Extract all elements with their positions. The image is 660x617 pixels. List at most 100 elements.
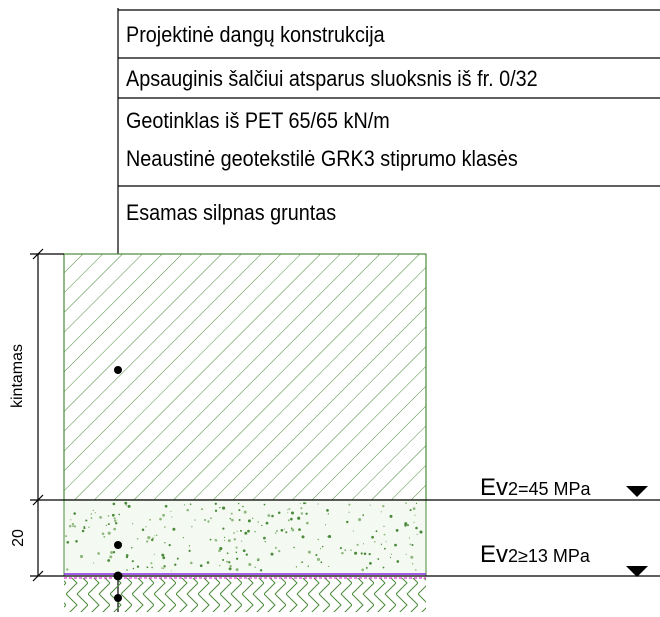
aggregate-speckle	[261, 524, 263, 527]
aggregate-speckle	[280, 528, 284, 532]
aggregate-speckle	[360, 552, 363, 555]
aggregate-speckle	[224, 539, 226, 541]
aggregate-speckle	[160, 567, 163, 569]
aggregate-speckle	[105, 524, 107, 526]
aggregate-speckle	[377, 558, 380, 560]
aggregate-speckle	[415, 526, 418, 530]
aggregate-speckle	[413, 521, 415, 524]
aggregate-speckle	[112, 551, 116, 554]
aggregate-speckle	[240, 540, 243, 542]
aggregate-speckle	[254, 531, 256, 533]
aggregate-speckle	[350, 549, 352, 551]
aggregate-speckle	[390, 553, 393, 555]
aggregate-speckle	[291, 511, 294, 515]
leader-dot-geotextile	[114, 594, 122, 602]
aggregate-speckle	[209, 538, 212, 541]
aggregate-speckle	[150, 562, 153, 565]
aggregate-speckle	[219, 506, 221, 509]
aggregate-speckle	[361, 568, 365, 572]
label-designed-pavement: Projektinė dangų konstrukcija	[126, 22, 385, 47]
level-markers	[626, 486, 648, 577]
aggregate-speckle	[409, 543, 412, 546]
aggregate-speckle	[275, 532, 277, 534]
aggregate-speckle	[371, 535, 374, 539]
aggregate-speckle	[101, 532, 105, 536]
aggregate-speckle	[247, 519, 251, 523]
leader-dot-geogrid	[113, 571, 123, 581]
dimension-lower-text: 20	[10, 529, 27, 547]
aggregate-speckle	[362, 543, 364, 545]
aggregate-speckle	[411, 563, 414, 565]
aggregate-speckle	[288, 507, 291, 510]
aggregate-speckle	[127, 504, 131, 508]
aggregate-speckle	[405, 502, 407, 504]
aggregate-speckle	[238, 509, 241, 512]
aggregate-speckle	[259, 569, 263, 572]
aggregate-speckle	[186, 508, 189, 512]
aggregate-speckle	[88, 526, 90, 528]
aggregate-speckle	[307, 550, 311, 554]
aggregate-speckle	[344, 549, 347, 551]
aggregate-speckle	[113, 527, 117, 531]
aggregate-speckle	[73, 512, 76, 515]
aggregate-speckle	[66, 540, 70, 544]
aggregate-speckle	[395, 528, 399, 532]
aggregate-speckle	[182, 537, 184, 539]
aggregate-speckle	[199, 564, 203, 568]
aggregate-speckle	[407, 524, 409, 527]
aggregate-speckle	[236, 530, 238, 532]
aggregate-speckle	[298, 528, 301, 531]
aggregate-speckle	[320, 561, 323, 564]
aggregate-speckle	[149, 518, 151, 521]
aggregate-speckle	[228, 561, 231, 564]
aggregate-speckle	[416, 533, 418, 535]
aggregate-speckle	[176, 557, 179, 560]
aggregate-speckle	[207, 520, 210, 523]
aggregate-speckle	[373, 540, 376, 543]
level-marker-45	[626, 486, 648, 497]
aggregate-speckle	[265, 521, 269, 525]
aggregate-speckle	[348, 511, 350, 513]
aggregate-speckle	[126, 569, 128, 571]
modulus-label-13: Ev2≥13 MPa	[480, 543, 590, 567]
dimension-lines	[32, 248, 44, 582]
aggregate-speckle	[346, 520, 349, 524]
modulus-value: 2=45 MPa	[508, 479, 591, 499]
aggregate-speckle	[171, 516, 173, 518]
protective-layer-speckles	[65, 501, 423, 572]
aggregate-speckle	[93, 562, 95, 564]
aggregate-speckle	[235, 557, 239, 560]
aggregate-speckle	[109, 555, 113, 559]
aggregate-speckle	[92, 509, 95, 512]
aggregate-speckle	[156, 534, 158, 536]
aggregate-speckle	[219, 547, 223, 551]
aggregate-speckle	[229, 564, 232, 568]
aggregate-speckle	[214, 509, 218, 512]
aggregate-speckle	[327, 513, 329, 515]
aggregate-speckle	[405, 553, 407, 556]
aggregate-speckle	[300, 512, 304, 515]
aggregate-speckle	[409, 509, 412, 512]
aggregate-speckle	[146, 540, 149, 543]
aggregate-speckle	[170, 510, 172, 513]
aggregate-speckle	[163, 526, 166, 528]
aggregate-speckle	[70, 519, 72, 521]
aggregate-speckle	[295, 566, 297, 568]
aggregate-speckle	[132, 523, 134, 525]
leader-dot-protective	[114, 541, 122, 549]
aggregate-speckle	[348, 503, 351, 506]
aggregate-speckle	[65, 535, 67, 538]
aggregate-speckle	[254, 566, 256, 568]
aggregate-speckle	[419, 530, 423, 534]
aggregate-speckle	[90, 517, 93, 519]
aggregate-speckle	[264, 540, 266, 543]
aggregate-speckle	[125, 554, 129, 557]
aggregate-speckle	[141, 528, 145, 532]
aggregate-speckle	[316, 557, 321, 561]
aggregate-speckle	[164, 504, 168, 508]
leader-dot-soil	[114, 366, 122, 374]
aggregate-speckle	[194, 519, 196, 521]
label-geogrid: Geotinklas iš PET 65/65 kN/m	[126, 108, 390, 133]
aggregate-speckle	[321, 545, 324, 548]
